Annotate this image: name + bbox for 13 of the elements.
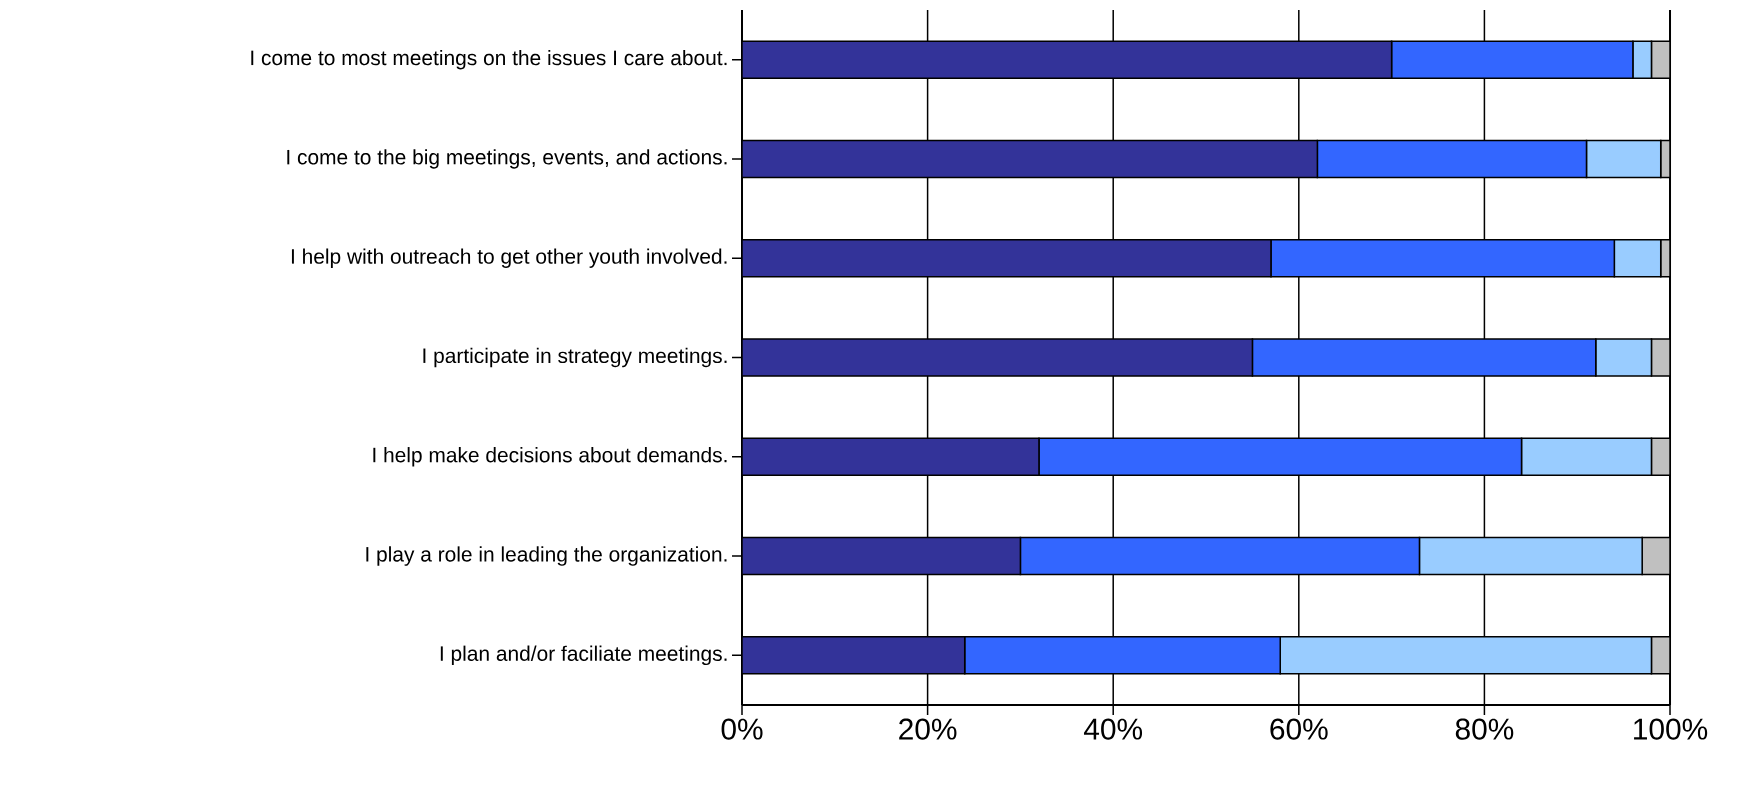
x-tick-label: 60% xyxy=(1270,718,1328,740)
x-tick-label: 0% xyxy=(721,718,763,740)
y-tick-label: I come to most meetings on the issues I care about. xyxy=(251,49,727,70)
x-tick-label: 80% xyxy=(1455,718,1514,740)
x-tick-label: 100% xyxy=(1634,718,1708,740)
y-tick-label: I help make decisions about demands. xyxy=(373,447,727,467)
y-tick-label: I come to the big meetings, events, and actions. xyxy=(287,149,727,169)
y-tick-label: I plan and/or faciliate meetings. xyxy=(440,645,727,666)
x-tick-label: 20% xyxy=(899,718,957,740)
x-tick-label: 40% xyxy=(1083,718,1143,740)
y-tick-label: I help with outreach to get other youth involved. xyxy=(291,248,727,268)
y-tick-label: I play a role in leading the organization. xyxy=(366,546,727,566)
y-tick-label: I participate in strategy meetings. xyxy=(423,347,727,368)
